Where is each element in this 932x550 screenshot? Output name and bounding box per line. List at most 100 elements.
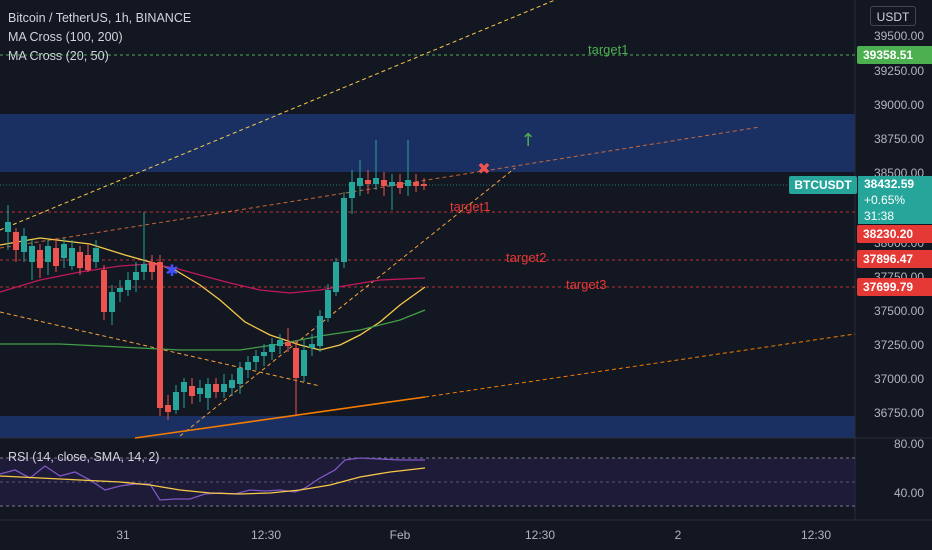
candle-body — [13, 232, 19, 250]
rsi-legend[interactable]: RSI (14, close, SMA, 14, 2) — [8, 450, 160, 464]
candle-body — [5, 222, 11, 232]
time-tick: 12:30 — [524, 528, 556, 542]
candle-body — [85, 255, 91, 270]
candle-body — [333, 262, 339, 292]
price-tick: 39500.00 — [873, 29, 924, 43]
ma-yellow — [0, 237, 426, 351]
candle-body — [61, 244, 67, 258]
price-tick: 36750.00 — [873, 406, 924, 420]
candle-body — [325, 290, 331, 318]
candle-body — [381, 180, 387, 186]
candle-body — [133, 272, 139, 280]
ma-cross-100-200[interactable]: MA Cross (100, 200) — [8, 30, 123, 44]
target3-annotation: target3 — [566, 277, 607, 292]
last-price-box: 38432.59 +0.65% 31:38 — [858, 176, 932, 224]
candle-body — [197, 388, 203, 394]
rsi-line — [0, 457, 425, 501]
price-tick: 37500.00 — [873, 304, 924, 318]
candle-body — [237, 368, 243, 384]
diagonal-red-line — [0, 126, 761, 249]
candle-body — [293, 348, 299, 378]
rsi-tick: 80.00 — [893, 437, 924, 451]
ma-green — [0, 309, 426, 351]
candle-body — [317, 316, 323, 346]
candle-body — [397, 182, 403, 188]
candles-group — [5, 140, 427, 420]
candle-body — [37, 250, 43, 268]
rsi-tick: 40.00 — [893, 486, 924, 500]
time-tick: 2 — [674, 528, 682, 542]
candle-body — [29, 246, 35, 262]
candle-body — [93, 248, 99, 262]
candle-body — [101, 270, 107, 312]
rsi-sma-line — [0, 467, 426, 495]
target-top-price-label: 39358.51 — [857, 46, 932, 64]
ticker-label: BTCUSDT — [789, 176, 857, 194]
candle-body — [117, 288, 123, 292]
candle-body — [357, 178, 363, 186]
candle-body — [277, 340, 283, 346]
target2-price-label: 37896.47 — [857, 250, 932, 268]
price-change: +0.65% — [864, 193, 906, 207]
candle-body — [21, 236, 27, 252]
candle-body — [253, 356, 259, 362]
candle-body — [285, 342, 291, 346]
candle-body — [53, 248, 59, 266]
candle-body — [341, 198, 347, 262]
candle-body — [229, 380, 235, 388]
candle-body — [165, 405, 171, 412]
candle-body — [245, 362, 251, 370]
candle-body — [261, 352, 267, 356]
candle-body — [301, 350, 307, 376]
candle-body — [173, 392, 179, 410]
last-price: 38432.59 — [864, 177, 915, 191]
candle-body — [213, 384, 219, 392]
bar-countdown: 31:38 — [864, 209, 895, 223]
candle-body — [125, 280, 131, 290]
price-tick: 39000.00 — [873, 98, 924, 112]
blue-star-marker: ✱ — [165, 261, 178, 280]
candle-body — [181, 382, 187, 392]
ma-cross-20-50[interactable]: MA Cross (20, 50) — [8, 49, 109, 63]
candle-body — [189, 386, 195, 396]
candle-body — [157, 262, 163, 408]
time-tick: Feb — [389, 528, 411, 542]
target3-price-label: 37699.79 — [857, 278, 932, 296]
candle-body — [77, 252, 83, 268]
candle-body — [109, 292, 115, 312]
target1-price-label: 38230.20 — [857, 225, 932, 243]
support-zone — [0, 416, 855, 438]
candle-body — [349, 182, 355, 198]
candle-body — [269, 344, 275, 352]
ma-pink — [0, 263, 426, 294]
candle-body — [405, 180, 411, 186]
target-top-annotation: target1 — [588, 42, 629, 57]
red-x-marker: ✖ — [477, 159, 490, 178]
time-tick: 12:30 — [250, 528, 282, 542]
breakout-line — [179, 167, 516, 437]
candle-body — [309, 344, 315, 348]
price-tick: 37250.00 — [873, 338, 924, 352]
bottom-orange-dashed — [424, 333, 856, 398]
currency-button[interactable]: USDT — [870, 6, 916, 26]
candle-body — [421, 184, 427, 186]
target1-annotation: target1 — [450, 199, 491, 214]
candle-body — [373, 178, 379, 184]
candle-body — [45, 246, 51, 262]
symbol-title: Bitcoin / TetherUS, 1h, BINANCE — [8, 11, 192, 25]
price-tick: 39250.00 — [873, 64, 924, 78]
green-up-arrow: ↑ — [520, 130, 535, 151]
price-tick: 37000.00 — [873, 372, 924, 386]
bottom-orange-solid — [134, 396, 426, 439]
resistance-zone — [0, 114, 855, 172]
time-tick: 12:30 — [800, 528, 832, 542]
candle-body — [389, 182, 395, 186]
upper-channel-line — [0, 0, 556, 231]
candle-body — [205, 384, 211, 398]
candle-body — [365, 180, 371, 184]
candle-body — [149, 262, 155, 272]
time-tick: 31 — [116, 528, 130, 542]
target2-annotation: target2 — [506, 250, 547, 265]
price-tick: 38750.00 — [873, 132, 924, 146]
